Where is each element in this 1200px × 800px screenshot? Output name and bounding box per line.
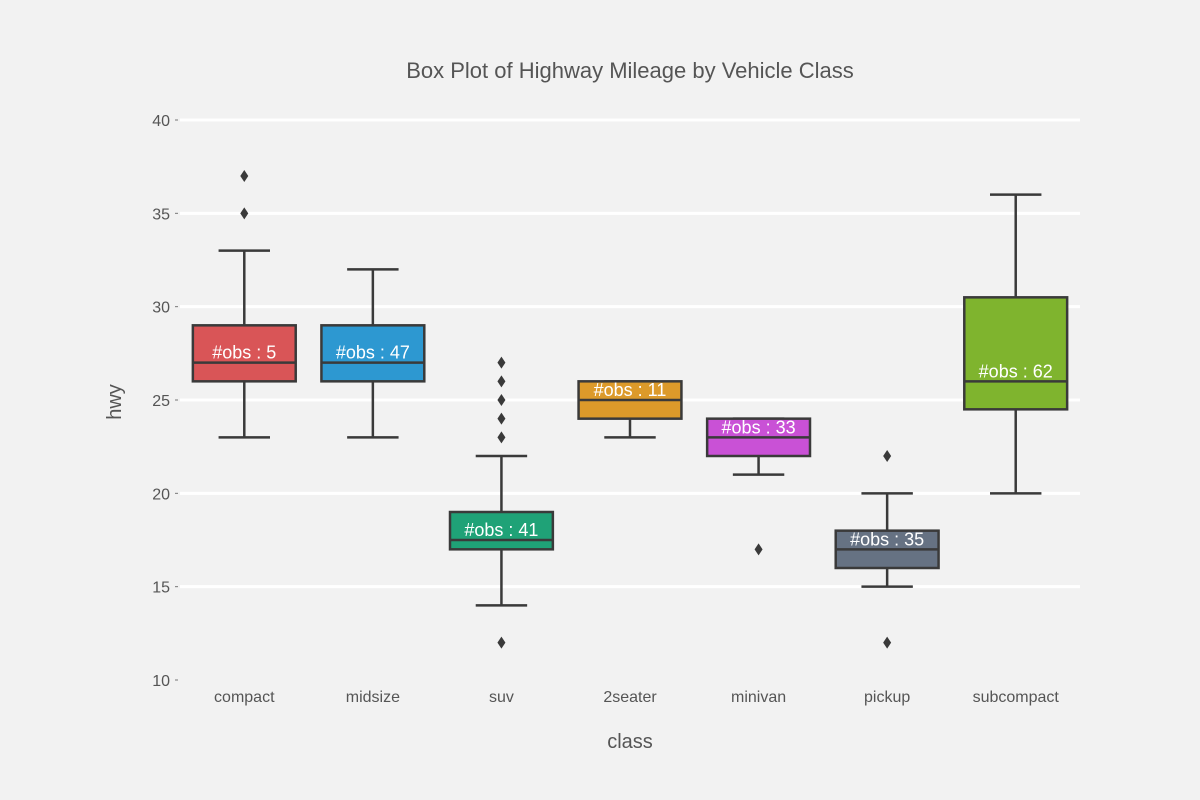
obs-count-label: #obs : 33 xyxy=(722,417,796,437)
chart-title: Box Plot of Highway Mileage by Vehicle C… xyxy=(406,58,854,83)
obs-count-label: #obs : 5 xyxy=(212,343,276,363)
x-tick-label: compact xyxy=(214,689,275,706)
x-tick-label: subcompact xyxy=(973,689,1060,706)
x-tick-label: suv xyxy=(489,689,514,706)
y-tick-label: 40 xyxy=(152,113,170,130)
box-2seater: #obs : 11 xyxy=(577,380,683,439)
box-midsize: #obs : 47 xyxy=(320,268,426,439)
outlier-point xyxy=(497,412,506,425)
box-suv: #obs : 41 xyxy=(448,356,555,649)
obs-count-label: #obs : 47 xyxy=(336,343,410,363)
box-series: #obs : 5 #obs : 47 #obs : 41 #obs : 11 #obs … xyxy=(191,170,1069,649)
box-minivan: #obs : 33 xyxy=(705,417,812,556)
box-iqr xyxy=(963,296,1069,411)
y-tick-label: 20 xyxy=(152,486,170,503)
box-subcompact: #obs : 62 xyxy=(963,193,1069,495)
outlier-point xyxy=(883,450,892,462)
outlier-point xyxy=(497,394,506,406)
obs-count-label: #obs : 35 xyxy=(850,529,924,549)
outlier-point xyxy=(497,375,506,388)
outlier-point xyxy=(497,636,506,649)
y-tick-label: 30 xyxy=(152,300,170,317)
y-tick-label: 15 xyxy=(152,580,170,597)
y-axis-title: hwy xyxy=(104,384,126,420)
gridlines xyxy=(180,118,1080,589)
x-tick-label: pickup xyxy=(864,689,910,706)
x-axis-title: class xyxy=(607,731,653,753)
y-tick-label: 25 xyxy=(152,393,170,410)
y-tick-label: 10 xyxy=(152,673,170,690)
box-iqr xyxy=(191,324,297,383)
box-iqr xyxy=(320,324,426,383)
outlier-point xyxy=(754,543,763,556)
x-tick-label: 2seater xyxy=(603,689,657,706)
box-compact: #obs : 5 xyxy=(191,170,297,439)
outlier-point xyxy=(497,431,506,444)
box-iqr xyxy=(448,510,555,551)
box-pickup: #obs : 35 xyxy=(834,450,940,649)
x-tick-label: midsize xyxy=(346,689,400,706)
x-axis-ticks: compact midsize suv 2seater minivan pickup sub… xyxy=(214,689,1059,706)
y-tick-label: 35 xyxy=(152,206,170,223)
x-tick-label: minivan xyxy=(731,689,786,706)
outlier-point xyxy=(240,207,249,220)
obs-count-label: #obs : 62 xyxy=(979,361,1053,381)
outlier-point xyxy=(240,170,249,182)
obs-count-label: #obs : 41 xyxy=(464,520,538,540)
y-axis-ticks: 10 15 20 25 30 35 40 xyxy=(152,113,178,690)
obs-count-label: #obs : 11 xyxy=(594,380,667,400)
outlier-point xyxy=(497,356,506,369)
outlier-point xyxy=(883,636,892,649)
